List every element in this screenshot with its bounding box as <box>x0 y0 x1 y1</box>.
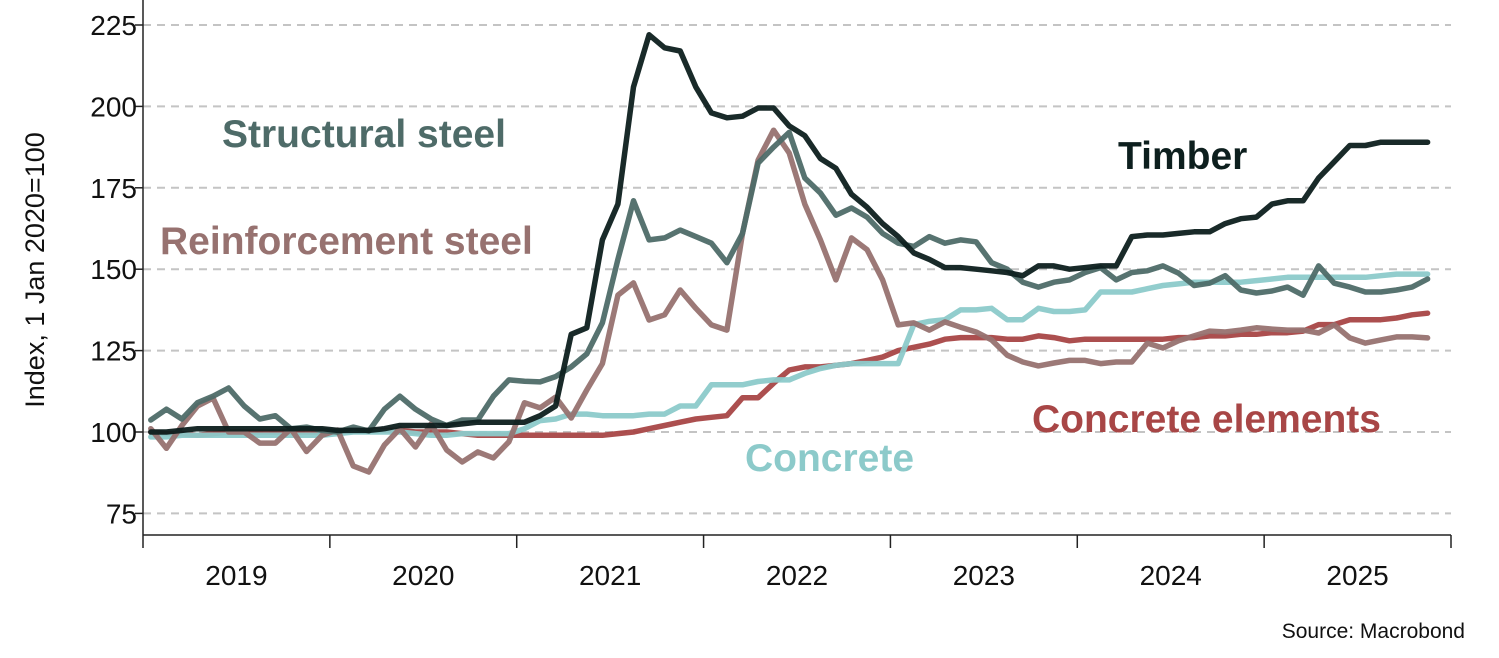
y-tick-label: 125 <box>90 336 137 367</box>
y-tick-label: 225 <box>90 10 137 41</box>
label-concrete: Concrete <box>745 437 914 480</box>
x-tick-label: 2025 <box>1326 560 1388 591</box>
y-tick-label: 200 <box>90 91 137 122</box>
x-tick-label: 2024 <box>1140 560 1202 591</box>
axes <box>135 0 1452 548</box>
x-tick-label: 2023 <box>953 560 1015 591</box>
y-axis-title: Index, 1 Jan 2020=100 <box>20 132 50 407</box>
x-tick-label: 2019 <box>205 560 267 591</box>
x-tick-label: 2021 <box>579 560 641 591</box>
series-line-timber <box>148 32 1431 435</box>
x-tick-label: 2022 <box>766 560 828 591</box>
label-timber: Timber <box>1118 135 1247 178</box>
series-lines <box>148 32 1431 475</box>
label-structural-steel: Structural steel <box>222 113 506 156</box>
y-tick-label: 150 <box>90 254 137 285</box>
label-reinforcement-steel: Reinforcement steel <box>160 220 533 263</box>
y-tick-label: 100 <box>90 417 137 448</box>
label-concrete-elements: Concrete elements <box>1032 398 1381 441</box>
source-note: Source: Macrobond <box>1282 620 1465 643</box>
series-line-reinforcement-steel <box>148 127 1431 475</box>
x-tick-label: 2020 <box>392 560 454 591</box>
y-tick-label: 175 <box>90 173 137 204</box>
y-tick-label: 75 <box>106 498 137 529</box>
tick-labels: 75 100 125 150 175 200 225 2019 2020 2021 2022 2023… <box>90 10 1388 591</box>
